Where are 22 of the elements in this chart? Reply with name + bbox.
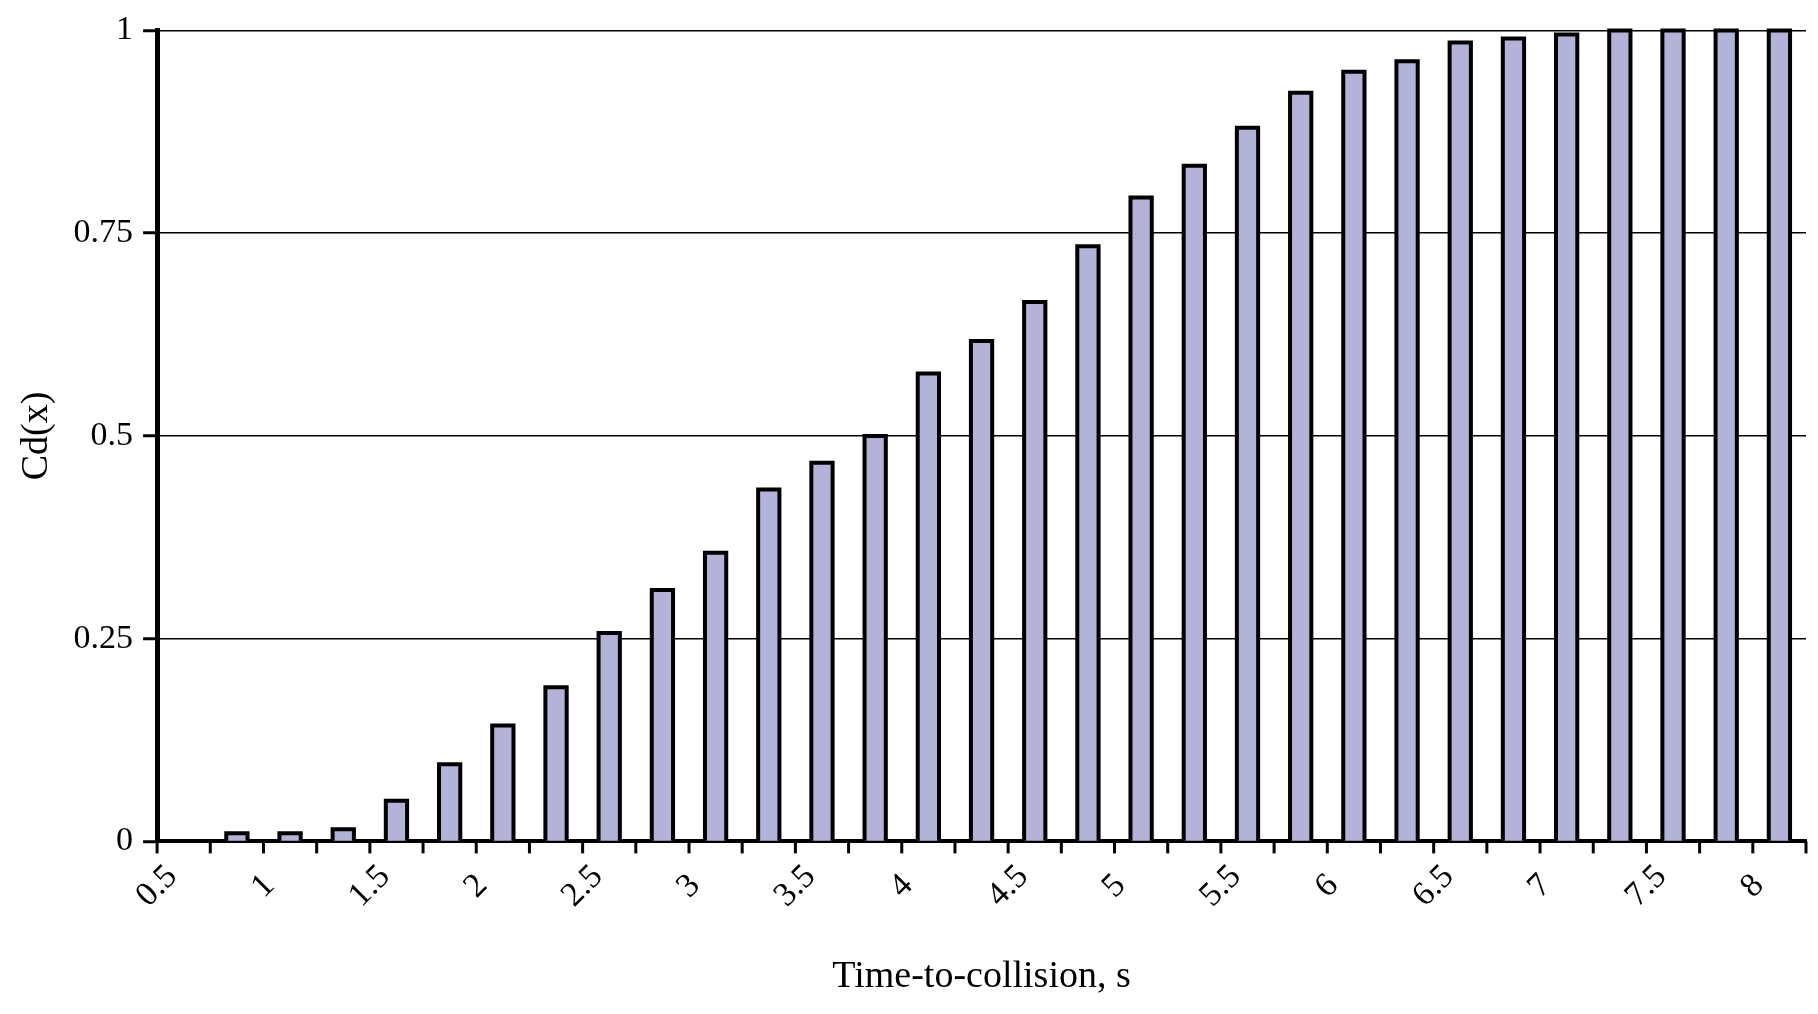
x-tick-label: 2.5 bbox=[552, 856, 609, 913]
x-tick-label: 3 bbox=[668, 865, 707, 904]
x-tick-label: 4 bbox=[880, 865, 920, 904]
x-tick-label: 7.5 bbox=[1616, 856, 1673, 913]
x-tick-label: 8 bbox=[1731, 865, 1771, 904]
x-axis-title: Time-to-collision, s bbox=[832, 953, 1131, 996]
y-tick-label: 0 bbox=[116, 820, 134, 858]
x-tick-label: 7 bbox=[1519, 865, 1558, 904]
y-axis-title: Cd(x) bbox=[12, 391, 56, 481]
x-tick-label: 6.5 bbox=[1403, 856, 1460, 913]
x-tick-label: 1.5 bbox=[339, 856, 397, 913]
y-tick-label: 1 bbox=[116, 9, 134, 47]
x-tick-label: 4.5 bbox=[978, 856, 1035, 913]
y-tick-label: 0.25 bbox=[73, 617, 134, 655]
x-tick-label: 1 bbox=[242, 865, 281, 904]
x-tick-label: 2 bbox=[455, 865, 494, 904]
x-tick-label: 3.5 bbox=[765, 856, 822, 913]
x-tick-label: 5 bbox=[1093, 865, 1132, 904]
y-tick-label: 0.75 bbox=[73, 212, 134, 250]
y-tick-label: 0.5 bbox=[90, 414, 134, 452]
x-tick-label: 5.5 bbox=[1190, 856, 1248, 913]
x-tick-label: 6 bbox=[1306, 865, 1345, 904]
